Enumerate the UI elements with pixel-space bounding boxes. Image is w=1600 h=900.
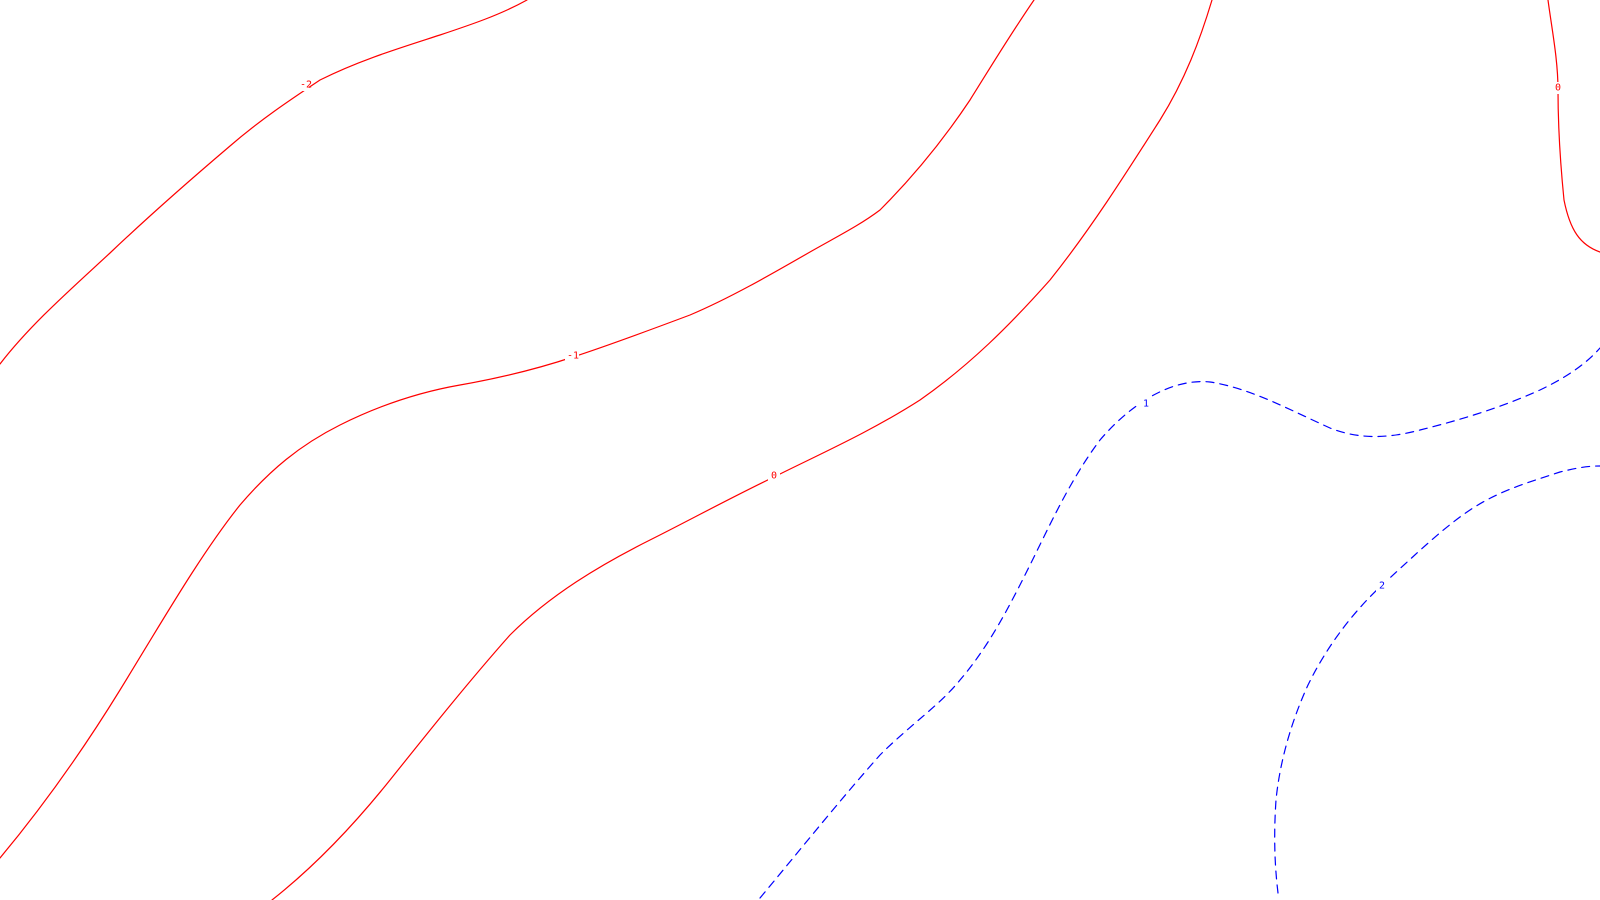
contour-label-minus-1: -1 [567,351,579,362]
contour-line-plus-2 [1274,465,1600,894]
contour-line-minus-2 [0,0,528,365]
contour-label-plus-2: 2 [1379,581,1385,592]
contour-line-plus-1 [759,347,1600,899]
contour-plus-2: 2 [1274,465,1600,894]
contour-zero-corner: 0 [1547,0,1600,253]
contour-label-zero-corner: 0 [1555,83,1561,94]
contour-line-minus-1 [0,0,1035,859]
contour-line-zero-corner [1547,0,1600,253]
contour-minus-2: -2 [0,0,528,365]
contour-label-plus-1: 1 [1143,399,1149,410]
contour-label-minus-2: -2 [300,80,312,91]
contour-label-zero-main: 0 [771,471,777,482]
contour-zero-main: 0 [271,0,1213,900]
contour-plus-1: 1 [759,347,1600,899]
contour-minus-1: -1 [0,0,1035,859]
